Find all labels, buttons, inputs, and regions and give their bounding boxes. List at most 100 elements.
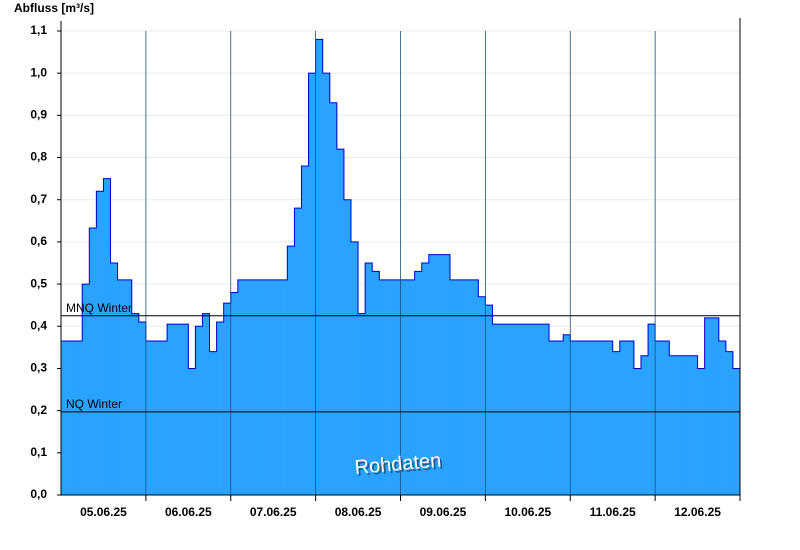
area-step [492,324,500,495]
area-step [75,341,83,495]
reference-label: MNQ Winter [66,301,132,315]
area-step [181,324,189,495]
x-tick-label: 09.06.25 [420,505,467,519]
area-step [640,355,649,495]
y-tick-label: 0,6 [30,234,47,248]
area-step [174,324,182,495]
area-step [676,355,684,495]
area-step [273,279,281,495]
x-tick-label: 07.06.25 [250,505,297,519]
area-step [131,313,140,495]
area-step [450,279,458,495]
area-step [718,341,727,495]
area-step [230,292,239,495]
area-step [619,341,628,495]
area-step [499,324,507,495]
y-tick-label: 0,9 [30,108,47,122]
area-step [428,254,437,495]
area-step [534,324,543,495]
area-step [202,313,210,495]
area-step [152,341,161,495]
area-step [350,241,359,495]
area-step [372,271,380,495]
y-tick-label: 0,8 [30,150,47,164]
area-step [471,279,479,495]
area-step [96,191,104,496]
area-step [421,263,430,495]
area-step [605,341,614,495]
area-step [336,149,345,496]
area-step [400,279,408,495]
area-step [61,341,69,495]
area-step [725,351,734,495]
area-step [711,317,720,495]
area-step [251,279,260,495]
area-step [216,322,225,495]
area-step [556,341,564,495]
area-step [662,341,670,495]
area-step [160,341,168,495]
area-step [697,368,706,495]
x-tick-label: 05.06.25 [80,505,127,519]
area-step [188,368,196,495]
area-step [598,341,607,495]
area-step [393,279,401,495]
area-step [442,254,451,495]
x-tick-label: 11.06.25 [590,505,636,519]
area-step [464,279,472,495]
area-step [82,284,90,495]
area-step [513,324,522,495]
y-tick-label: 0,2 [30,403,47,417]
area-step [223,303,232,495]
area-step [457,279,465,495]
area-step [117,279,126,495]
area-step [145,341,154,495]
area-step [244,279,253,495]
y-tick-label: 0,5 [30,276,47,290]
area-step [414,271,423,495]
area-step [655,341,663,495]
area-step [266,279,274,495]
area-outline [61,38,740,369]
area-step [626,341,635,495]
y-tick-label: 1,1 [30,23,47,37]
area-step [308,73,317,495]
area-step [520,324,529,495]
y-tick-label: 0,7 [30,192,47,206]
area-step [732,368,741,495]
area-step [669,355,677,495]
area-step [167,324,175,495]
area-step [124,279,133,495]
x-tick-label: 10.06.25 [504,505,551,519]
area-step [683,355,691,495]
area-step [485,305,493,495]
area-step [280,279,288,495]
area-step [386,279,394,495]
area-step [527,324,536,495]
x-tick-label: 08.06.25 [335,505,382,519]
x-tick-label: 06.06.25 [165,505,212,519]
area-step [379,279,387,495]
x-tick-label: 12.06.25 [674,505,721,519]
area-step [365,263,373,495]
area-step [435,254,444,495]
area-step [322,73,331,495]
area-step [315,39,324,495]
area-step [329,102,338,495]
area-step [103,178,111,496]
area-step [591,341,599,495]
area-step [209,351,218,495]
area-step [577,341,585,495]
area-step [89,227,97,496]
area-step [110,263,118,495]
y-tick-label: 0,0 [30,487,47,501]
area-step [648,324,656,495]
reference-label: NQ Winter [66,397,122,411]
area-step [478,296,486,495]
area-step [358,313,366,495]
area-step [541,324,550,495]
y-tick-label: 1,0 [30,65,47,79]
area-step [506,324,515,495]
y-tick-label: 0,4 [30,318,47,332]
